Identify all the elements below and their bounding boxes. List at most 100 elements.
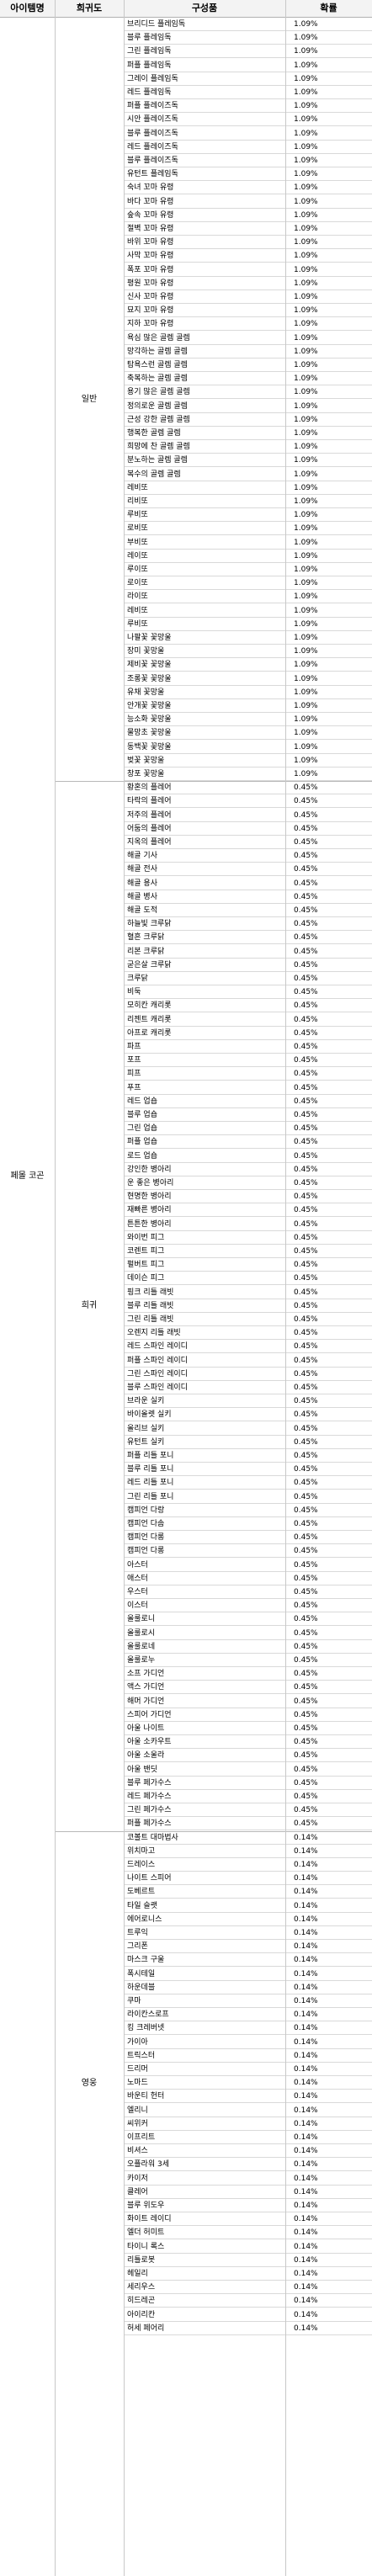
table-row-probability: 1.09% xyxy=(285,154,372,167)
table-row-item: 창포 꽃망울 xyxy=(124,767,285,781)
table-row-probability: 1.09% xyxy=(285,754,372,767)
table-row-item: 킹 크레버넷 xyxy=(124,2021,285,2036)
table-row-item: 희망에 찬 골렘 골렘 xyxy=(124,440,285,454)
table-row-item: 올룰로니 xyxy=(124,1612,285,1627)
table-row-probability: 1.09% xyxy=(285,99,372,114)
table-row-probability: 0.45% xyxy=(285,1176,372,1190)
table-row-item: 리젠트 캐리롯 xyxy=(124,1013,285,1027)
table-row-item: 하운데블 xyxy=(124,1981,285,1994)
table-row-probability: 0.14% xyxy=(285,1968,372,1981)
table-row-probability: 0.14% xyxy=(285,2104,372,2117)
table-row-probability: 0.45% xyxy=(285,1504,372,1517)
table-row-item: 망각하는 골렘 골렘 xyxy=(124,345,285,359)
table-row-probability: 0.14% xyxy=(285,2226,372,2240)
table-row-probability: 0.45% xyxy=(285,1368,372,1381)
table-row-item: 노마드 xyxy=(124,2076,285,2090)
table-row-probability: 0.45% xyxy=(285,1054,372,1068)
table-row-probability: 0.45% xyxy=(285,1654,372,1667)
table-row-probability: 1.09% xyxy=(285,86,372,99)
table-row-item: 가이아 xyxy=(124,2036,285,2049)
table-row-item: 캠피언 다롱 xyxy=(124,1531,285,1545)
table-row-probability: 1.09% xyxy=(285,440,372,454)
table-row-item: 블루 플레임독 xyxy=(124,31,285,45)
table-row-probability: 1.09% xyxy=(285,672,372,686)
table-row-probability: 0.14% xyxy=(285,2281,372,2295)
table-row-probability: 0.45% xyxy=(285,1245,372,1258)
table-row-probability: 1.09% xyxy=(285,645,372,659)
table-row-probability: 1.09% xyxy=(285,167,372,182)
table-row-item: 씨위커 xyxy=(124,2117,285,2131)
table-row-item: 허세 페어리 xyxy=(124,2322,285,2335)
table-row-item: 리틀로봇 xyxy=(124,2254,285,2267)
table-row-probability: 1.09% xyxy=(285,195,372,209)
table-row-item: 레드 리틀 포니 xyxy=(124,1476,285,1490)
table-row-item: 블루 페가수스 xyxy=(124,1777,285,1790)
table-row-item: 루이또 xyxy=(124,563,285,576)
table-row-probability: 0.14% xyxy=(285,1831,372,1845)
table-row-probability: 0.45% xyxy=(285,1695,372,1708)
table-row-item: 피프 xyxy=(124,1067,285,1081)
table-row-item: 레비또 xyxy=(124,604,285,618)
table-row-probability: 0.45% xyxy=(285,985,372,1000)
table-row-probability: 1.09% xyxy=(285,576,372,591)
table-row-probability: 0.45% xyxy=(285,917,372,932)
table-row-item: 지하 꼬마 유령 xyxy=(124,317,285,332)
table-row-item: 위치마고 xyxy=(124,1845,285,1858)
table-row-probability: 0.45% xyxy=(285,1449,372,1463)
table-row-item: 그린 플레임독 xyxy=(124,45,285,59)
table-row-probability: 1.09% xyxy=(285,385,372,400)
table-row-probability: 0.45% xyxy=(285,931,372,945)
table-row-item: 아울 밴딧 xyxy=(124,1763,285,1777)
table-row-probability: 0.14% xyxy=(285,1926,372,1940)
table-row-probability: 1.09% xyxy=(285,618,372,631)
table-row-item: 레드 플레이즈독 xyxy=(124,141,285,154)
table-row-probability: 1.09% xyxy=(285,18,372,31)
table-row-item: 펄버트 피그 xyxy=(124,1258,285,1272)
table-row-probability: 1.09% xyxy=(285,317,372,332)
table-row-probability: 0.45% xyxy=(285,1272,372,1286)
table-row-probability: 1.09% xyxy=(285,767,372,781)
table-row-probability: 0.45% xyxy=(285,1517,372,1531)
table-row-item: 능소화 꽃망울 xyxy=(124,713,285,727)
table-row-probability: 0.14% xyxy=(285,2240,372,2254)
table-row-probability: 0.14% xyxy=(285,2008,372,2022)
table-row-probability: 0.45% xyxy=(285,1749,372,1763)
table-row-probability: 0.14% xyxy=(285,2254,372,2267)
table-row-item: 정의로운 골렘 골렘 xyxy=(124,400,285,413)
table-row-item: 레드 업숍 xyxy=(124,1095,285,1108)
table-row-probability: 0.45% xyxy=(285,1299,372,1313)
table-row-item: 비둑 xyxy=(124,985,285,1000)
rarity-cell: 희귀 xyxy=(81,1301,98,1311)
table-row-probability: 0.45% xyxy=(285,836,372,849)
table-row-item: 도베르트 xyxy=(124,1885,285,1899)
table-row-item: 우스터 xyxy=(124,1585,285,1599)
table-row-probability: 1.09% xyxy=(285,658,372,672)
table-row-probability: 0.45% xyxy=(285,1150,372,1163)
table-row-probability: 1.09% xyxy=(285,59,372,72)
table-row-probability: 0.45% xyxy=(285,1340,372,1354)
table-row-item: 유턴트 실키 xyxy=(124,1436,285,1449)
table-row-item: 카이저 xyxy=(124,2172,285,2186)
table-row-probability: 1.09% xyxy=(285,563,372,576)
table-row-probability: 0.45% xyxy=(285,890,372,904)
header-item-name: 아이템명 xyxy=(0,0,55,18)
table-row-probability: 1.09% xyxy=(285,290,372,304)
table-row-item: 조롱꽃 꽃망울 xyxy=(124,672,285,686)
table-row-item: 저주의 플레어 xyxy=(124,809,285,822)
table-row-probability: 1.09% xyxy=(285,222,372,236)
table-row-item: 바위 꼬마 유령 xyxy=(124,236,285,250)
table-row-item: 절벽 꼬마 유령 xyxy=(124,222,285,236)
table-row-item: 시안 플레이즈독 xyxy=(124,113,285,127)
table-row-probability: 0.14% xyxy=(285,2212,372,2227)
column-divider xyxy=(124,0,125,2576)
table-row-item: 물망초 꽃망울 xyxy=(124,726,285,741)
table-row-item: 로이또 xyxy=(124,576,285,591)
table-row-probability: 0.45% xyxy=(285,1108,372,1122)
table-row-probability: 1.09% xyxy=(285,45,372,59)
table-row-item: 레비또 xyxy=(124,481,285,495)
table-row-probability: 1.09% xyxy=(285,113,372,127)
rarity-cell: 일반 xyxy=(81,395,98,404)
table-row-item: 사막 꼬마 유령 xyxy=(124,249,285,263)
table-row-probability: 0.14% xyxy=(285,1872,372,1886)
table-row-probability: 1.09% xyxy=(285,141,372,154)
